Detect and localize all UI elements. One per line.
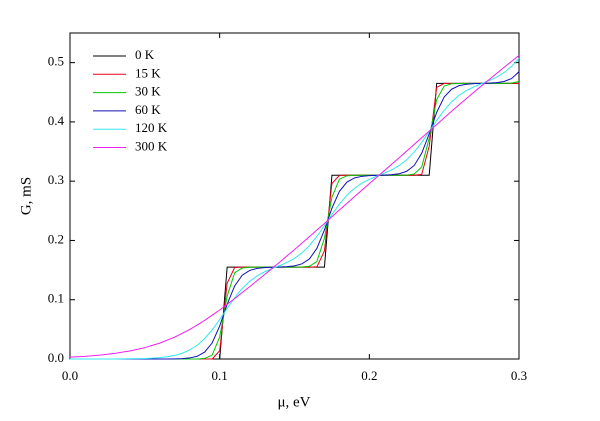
x-tick-label: 0.0 [62, 368, 78, 383]
legend-label: 60 K [135, 102, 161, 117]
plot-frame [69, 32, 520, 360]
series-line [69, 55, 520, 358]
y-tick-label: 0.1 [48, 291, 64, 306]
series-line [70, 58, 520, 360]
x-tick-label: 0.1 [212, 368, 228, 383]
x-axis-title: μ, eV [277, 394, 310, 410]
y-tick-label: 0.5 [48, 54, 64, 69]
x-tick-label: 0.3 [511, 368, 527, 383]
legend-label: 30 K [135, 84, 161, 99]
legend-label: 300 K [135, 138, 168, 153]
legend-label: 0 K [135, 47, 155, 62]
y-tick-label: 0.3 [48, 172, 64, 187]
legend-label: 15 K [135, 65, 161, 80]
legend-label: 120 K [135, 120, 168, 135]
y-tick-label: 0.4 [48, 113, 65, 128]
series-line [70, 71, 520, 360]
x-tick-label: 0.2 [361, 368, 377, 383]
y-axis-title: G, mS [18, 177, 34, 215]
y-tick-label: 0.0 [48, 350, 64, 365]
y-tick-label: 0.2 [48, 231, 64, 246]
